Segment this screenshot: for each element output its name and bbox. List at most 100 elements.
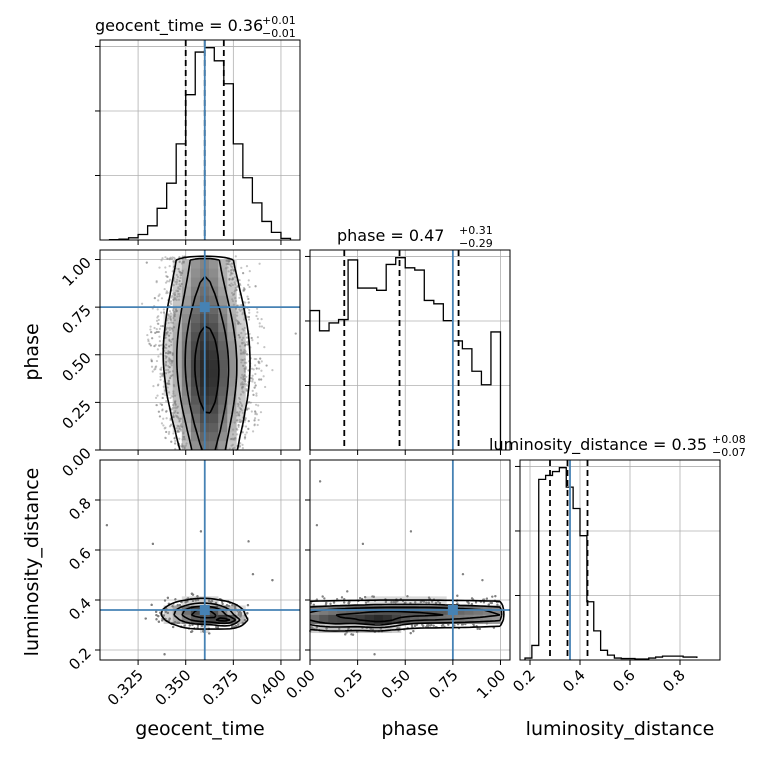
sample-point [409,530,413,533]
sample-point [340,596,344,599]
sample-point [373,653,376,656]
sample-point [243,344,247,347]
sample-point [348,600,351,604]
sample-point [190,630,193,634]
sample-point [149,344,152,347]
sample-point [167,314,170,317]
sample-point [369,627,372,631]
sample-point [236,322,240,326]
sample-point [240,409,244,412]
sample-point [154,343,157,346]
density-cell [236,331,246,342]
density-cell [163,386,174,396]
sample-point [177,425,180,428]
sample-point [150,358,153,361]
sample-point [260,318,263,321]
sample-point [160,366,163,369]
sample-point [237,623,240,626]
sample-point [176,621,179,624]
sample-point [253,417,257,420]
sample-point [169,315,172,318]
sample-point [174,621,177,624]
sample-point [392,600,395,604]
sample-point [487,603,490,606]
sample-point [239,284,242,287]
sample-point [237,321,240,324]
density-cell [382,614,393,624]
sample-point [410,624,414,627]
sample-point [158,335,161,338]
density-cell [400,614,411,624]
sample-point [146,333,149,337]
sample-point [166,257,169,260]
density-cell [236,368,246,378]
sample-point [174,598,177,601]
sample-point [175,280,179,284]
sample-point [409,632,412,635]
svg-text:+0.01: +0.01 [262,14,296,27]
sample-point [456,602,459,605]
sample-point [361,542,364,545]
sample-point [209,600,212,604]
sample-point [245,375,248,378]
sample-point [170,362,173,365]
sample-point [174,310,177,313]
sample-point [151,542,154,545]
sample-point [371,628,374,631]
sample-point [164,364,168,367]
sample-point [340,596,344,599]
sample-point [191,630,194,633]
density-cell [209,386,219,396]
sample-point [225,259,228,262]
sample-point [171,321,175,324]
sample-point [174,621,177,624]
sample-point [157,383,160,386]
sample-point [140,302,144,305]
sample-point [186,600,189,603]
sample-point [447,623,450,626]
sample-point [165,346,168,350]
sample-point [271,579,274,582]
sample-point [409,632,412,635]
sample-point [158,266,161,269]
sample-point [159,375,162,378]
sample-point [412,630,415,633]
sample-point [186,600,189,603]
sample-point [460,623,464,626]
sample-point [181,425,184,428]
sample-point [243,618,246,622]
density-cell [209,304,219,314]
sample-point [496,603,499,606]
x-tick-label: 0.325 [104,666,147,709]
sample-point [154,331,157,335]
sample-point [178,270,181,274]
sample-point [215,625,218,629]
sample-point [235,427,238,430]
sample-point [369,627,372,631]
sample-point [438,601,442,605]
sample-point [426,624,429,627]
sample-point [166,382,169,385]
sample-point [258,378,261,381]
sample-point [174,621,177,624]
sample-point [461,623,465,626]
sample-point [485,622,489,625]
sample-point [409,530,413,533]
y-tick-label: 1.00 [58,254,94,290]
sample-point [422,625,425,628]
sample-point [371,595,374,598]
density-cell [172,295,183,305]
sample-point [177,286,180,289]
sample-point [414,601,417,604]
sample-point [190,592,194,595]
sample-point [324,603,328,606]
density-cell [364,596,374,606]
sample-point [172,316,175,320]
sample-point [470,603,474,606]
sample-point [150,359,153,363]
sample-point [429,624,432,627]
sample-point [164,436,167,439]
sample-point [348,600,351,604]
sample-point [178,270,181,273]
sample-point [169,312,173,315]
